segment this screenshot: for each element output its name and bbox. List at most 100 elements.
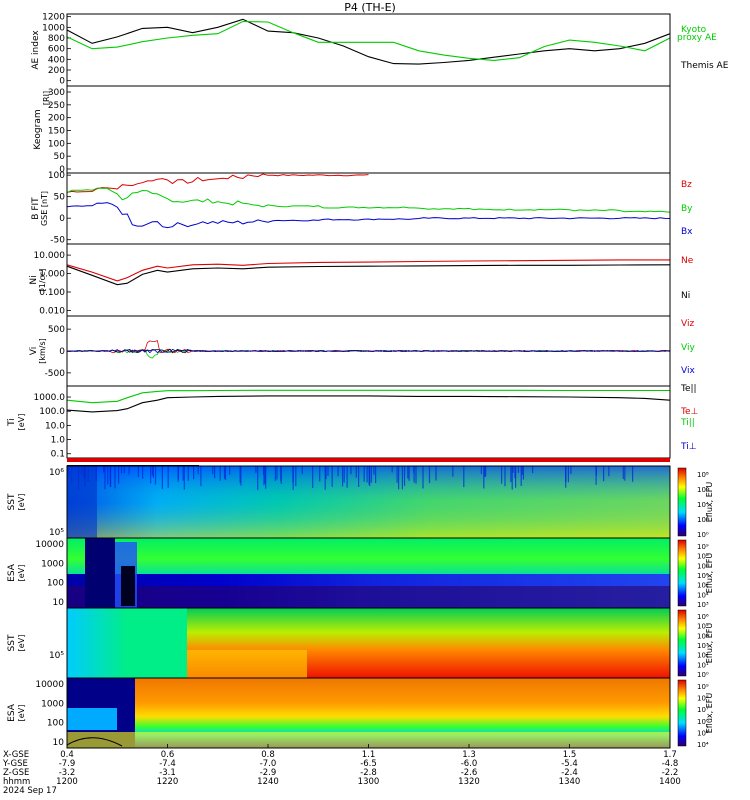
sst-e-streak — [520, 466, 522, 486]
sst-e-streak — [104, 466, 106, 490]
y-axis-unit: [eV] — [17, 494, 26, 511]
esa-e-bottom — [67, 586, 670, 608]
y-axis-unit: GSE [nT] — [40, 191, 49, 226]
y-tick-label: -500 — [45, 369, 66, 379]
sst-e-streak — [312, 466, 314, 488]
orbit-value: 1300 — [358, 777, 380, 787]
sst-e-streak — [435, 466, 437, 481]
colorbar-tick-label: 10⁴ — [697, 501, 709, 509]
sst-e-streak — [280, 466, 282, 484]
sst-e-streak — [514, 466, 516, 479]
colorbar-tick-label: 10² — [697, 652, 709, 660]
legend-bz: Bz — [681, 180, 692, 190]
legend-ni: Ni — [681, 291, 690, 301]
orbit-row-label: Y-GSE — [2, 759, 28, 769]
date-label: 2024 Sep 17 — [3, 786, 57, 796]
legend-proxy-ae: proxy AE — [677, 33, 717, 43]
y-tick-label: 100 — [48, 139, 65, 149]
sst-e-streak — [422, 466, 424, 489]
colorbar-tick-label: 10⁶ — [697, 718, 709, 726]
orbit-value: -7.0 — [260, 759, 277, 769]
sst-e-streak — [343, 466, 345, 483]
sst-e-streak — [109, 466, 111, 488]
legend-ti-perp: Ti⊥ — [680, 442, 697, 452]
y-axis-label: ESA — [7, 563, 17, 582]
orbit-value: 1.3 — [462, 750, 476, 760]
sst-e-streak — [161, 466, 163, 489]
sst-e-streak — [370, 466, 372, 483]
series-line-bz — [66, 173, 369, 193]
colorbar-tick-label: 10⁹ — [697, 543, 709, 551]
legend-vix: Vix — [681, 366, 695, 376]
sst-e-streak — [480, 466, 482, 475]
y-tick-label: 1000 — [41, 699, 64, 709]
y-axis-label: ESA — [7, 703, 17, 722]
sst-e-streak — [193, 466, 195, 480]
colorbar-label: Eflux, EFU — [705, 482, 714, 523]
sst-e-streak — [257, 466, 259, 490]
y-tick-label: 1000 — [42, 23, 65, 33]
sst-e-streak — [187, 466, 189, 481]
sst-e-streak — [521, 466, 523, 475]
sst-e-streak — [200, 466, 202, 487]
colorbar-tick-label: 10⁴ — [697, 741, 709, 749]
legend-bx: Bx — [681, 227, 693, 237]
orbit-value: 0.4 — [60, 750, 74, 760]
orbit-value: -2.9 — [260, 768, 277, 778]
sst-e-streak — [391, 466, 393, 473]
y-tick-label: 250 — [48, 101, 65, 111]
sst-e-streak — [366, 466, 368, 483]
y-tick-label: 0 — [59, 165, 65, 175]
y-tick-label: 0 — [59, 214, 65, 224]
sst-e-streak — [154, 466, 157, 485]
colorbar-tick-label: 10⁶ — [697, 572, 709, 580]
y-tick-label: 0.010 — [39, 306, 65, 316]
orbit-value: -6.5 — [360, 759, 377, 769]
orbit-value: -2.6 — [461, 768, 478, 778]
sst-e-streak — [182, 466, 184, 481]
sst-e-streak — [570, 466, 572, 475]
y-tick-label: 100.0 — [39, 407, 65, 417]
sst-e-streak — [240, 466, 242, 486]
sst-e-streak — [408, 466, 410, 481]
y-tick-label: 50 — [54, 193, 66, 203]
sst-e-streak — [595, 466, 597, 485]
sst-e-streak — [151, 466, 153, 476]
y-axis-unit: [eV] — [17, 414, 26, 431]
sst-e-streak — [177, 466, 179, 480]
esa-i-curve — [66, 737, 123, 747]
sst-e-streak — [522, 466, 524, 480]
sst-e-streak — [152, 466, 154, 478]
esa-e-gap — [85, 538, 115, 608]
colorbar-tick-label: 10⁴ — [697, 591, 709, 599]
sst-e-streak — [295, 466, 297, 487]
sst-e-streak — [358, 466, 360, 487]
sst-e-streak — [324, 466, 326, 490]
sst-e-streak — [567, 466, 569, 483]
sst-e-streak — [301, 466, 303, 475]
colorbar-label: Eflux, EFU — [705, 553, 714, 594]
y-tick-label: 10.0 — [45, 421, 65, 431]
y-tick-label: 10⁶ — [49, 468, 64, 478]
sst-e-streak — [483, 466, 485, 489]
y-tick-label: 10⁵ — [49, 528, 64, 538]
sst-e-streak — [415, 466, 417, 484]
colorbar-label: Eflux, EFU — [705, 693, 714, 734]
colorbar-tick-label: 10⁷ — [697, 706, 709, 714]
orbit-value: -3.2 — [59, 768, 76, 778]
sst-e-streak — [319, 466, 321, 482]
colorbar-tick-label: 10³ — [697, 601, 709, 609]
colorbar-tick-label: 10⁵ — [697, 729, 709, 737]
plot-title: P4 (TH-E) — [344, 1, 396, 14]
sst-e-streak — [413, 466, 415, 483]
sst-e-streak — [239, 466, 241, 483]
colorbar-tick-label: 10⁶ — [697, 613, 709, 621]
sst-e-streak — [214, 466, 216, 479]
keogram-panel-frame — [66, 85, 671, 174]
sst-e-streak — [142, 466, 144, 479]
orbit-value: -7.4 — [159, 759, 176, 769]
series-line-themisae — [66, 18, 671, 65]
sst-e-streak — [565, 466, 567, 482]
sst-e-streak — [337, 466, 339, 477]
esa-e-dark — [121, 566, 135, 606]
